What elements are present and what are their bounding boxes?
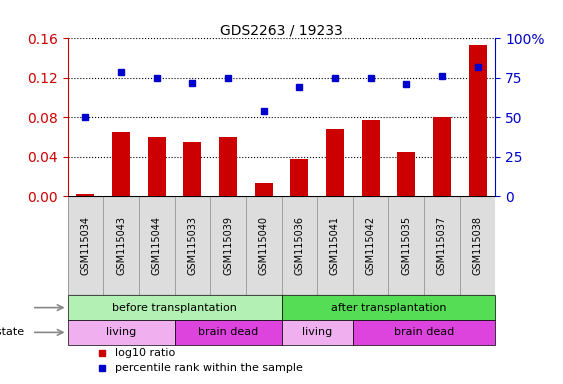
Title: GDS2263 / 19233: GDS2263 / 19233: [220, 23, 343, 37]
Text: GSM115040: GSM115040: [258, 216, 269, 275]
Text: GSM115034: GSM115034: [81, 216, 91, 275]
Bar: [68, 295, 282, 320]
Text: GSM115041: GSM115041: [330, 216, 340, 275]
Text: GSM115043: GSM115043: [116, 216, 126, 275]
Bar: [219, 137, 237, 196]
Bar: [353, 320, 495, 345]
Text: percentile rank within the sample: percentile rank within the sample: [115, 363, 302, 373]
Text: GSM115044: GSM115044: [151, 216, 162, 275]
Bar: [326, 129, 344, 196]
Bar: [68, 320, 175, 345]
Text: living: living: [302, 328, 332, 338]
Bar: [361, 120, 379, 196]
Text: GSM115037: GSM115037: [437, 216, 447, 275]
Text: after transplantation: after transplantation: [330, 303, 446, 313]
Text: GSM115038: GSM115038: [472, 216, 482, 275]
Text: before transplantation: before transplantation: [112, 303, 237, 313]
Bar: [148, 137, 166, 196]
Bar: [184, 142, 202, 196]
Text: brain dead: brain dead: [394, 328, 454, 338]
Text: GSM115035: GSM115035: [401, 216, 412, 275]
Text: living: living: [106, 328, 136, 338]
Bar: [433, 117, 451, 196]
Bar: [282, 320, 353, 345]
Bar: [77, 194, 95, 196]
Text: disease state: disease state: [0, 328, 24, 338]
Text: GSM115042: GSM115042: [365, 216, 376, 275]
Text: log10 ratio: log10 ratio: [115, 348, 175, 358]
Bar: [112, 132, 130, 196]
Bar: [254, 183, 272, 196]
Text: brain dead: brain dead: [198, 328, 258, 338]
Bar: [291, 159, 309, 196]
Bar: [468, 45, 486, 196]
Text: GSM115039: GSM115039: [223, 216, 233, 275]
Bar: [282, 295, 495, 320]
Text: GSM115036: GSM115036: [294, 216, 305, 275]
Bar: [175, 320, 282, 345]
Text: GSM115033: GSM115033: [187, 216, 198, 275]
Bar: [397, 152, 415, 196]
